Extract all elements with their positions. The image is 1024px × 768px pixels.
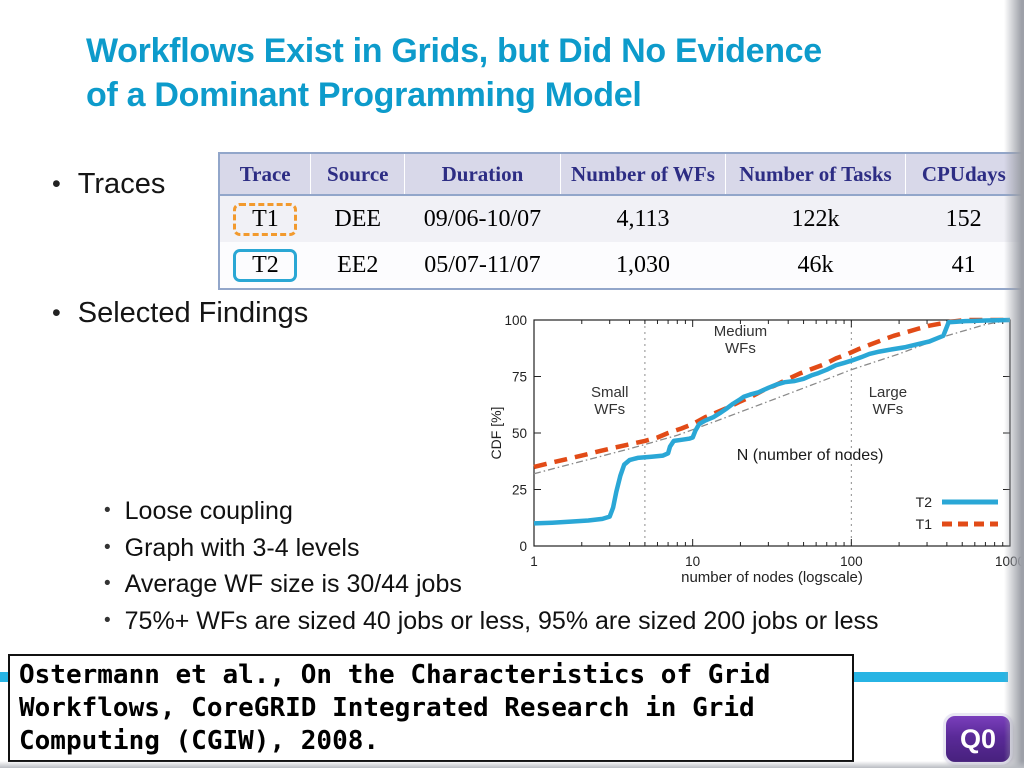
bullet-dot: • xyxy=(104,536,111,558)
table-header-row: Trace Source Duration Number of WFs Numb… xyxy=(219,153,1023,196)
chart-annotation: Small xyxy=(591,384,629,401)
y-tick-label: 50 xyxy=(512,426,527,441)
t2-solid-highlight-box: T2 xyxy=(233,248,298,282)
bullet-dot: • xyxy=(104,500,111,521)
finding-wf-size-distribution: 75%+ WFs are sized 40 jobs or less, 95% … xyxy=(124,606,879,635)
x-tick-label: 10 xyxy=(685,554,700,569)
bullet-dot: • xyxy=(104,609,111,631)
chart-annotation: Large xyxy=(869,384,907,401)
slide-title: Workflows Exist in Grids, but Did No Evi… xyxy=(86,30,1021,117)
list-item: • 75%+ WFs are sized 40 jobs or less, 95%… xyxy=(104,607,879,636)
cell-cpudays-t1: 152 xyxy=(905,195,1023,242)
list-item: • Loose coupling xyxy=(104,497,879,526)
cdf-chart-figure: 11010010000255075100number of nodes (log… xyxy=(486,306,1024,590)
cell-trace-t2: T2 xyxy=(219,242,311,289)
cell-duration-t2: 05/07-11/07 xyxy=(404,242,561,289)
x-axis-label: number of nodes (logscale) xyxy=(681,569,863,586)
series-trend-line xyxy=(533,319,1011,475)
cell-num-wfs-t2: 1,030 xyxy=(560,242,726,289)
cell-num-tasks-t2: 46k xyxy=(725,242,906,289)
traces-table: Trace Source Duration Number of WFs Numb… xyxy=(218,152,1024,290)
finding-avg-wf-size: Average WF size is 30/44 jobs xyxy=(124,570,462,598)
finding-loose-coupling: Loose coupling xyxy=(124,497,293,525)
y-tick-label: 75 xyxy=(512,370,527,385)
citation-box: Ostermann et al., On the Characteristics… xyxy=(8,654,854,762)
cell-source-t1: DEE xyxy=(310,195,405,242)
y-tick-label: 100 xyxy=(504,313,527,328)
chart-annotation: WFs xyxy=(594,401,625,418)
bullet-traces: • Traces xyxy=(52,168,165,201)
chart-annotation: N (number of nodes) xyxy=(737,447,884,464)
series-T2-line xyxy=(533,317,1011,526)
cell-source-t2: EE2 xyxy=(310,242,405,289)
col-header-cpudays: CPUdays xyxy=(905,153,1023,196)
bullet-traces-label: Traces xyxy=(77,168,166,200)
citation-line-3: Computing (CGIW), 2008. xyxy=(19,726,380,756)
title-line-1: Workflows Exist in Grids, but Did No Evi… xyxy=(86,32,822,70)
bullet-dot: • xyxy=(104,573,111,594)
col-header-source: Source xyxy=(310,153,406,196)
y-tick-label: 25 xyxy=(512,483,527,498)
x-tick-label: 100 xyxy=(840,554,863,569)
cell-trace-t1: T1 xyxy=(219,195,311,242)
legend-label-T2: T2 xyxy=(916,494,933,510)
list-item: • Average WF size is 30/44 jobs xyxy=(104,570,879,599)
table-row-t1: T1 DEE 09/06-10/07 4,113 122k 152 xyxy=(219,195,1023,242)
t1-dashed-highlight-box: T1 xyxy=(233,202,298,236)
chart-annotation: WFs xyxy=(725,340,756,357)
cell-num-wfs-t1: 4,113 xyxy=(560,195,726,242)
chart-annotation: WFs xyxy=(872,401,903,418)
citation-line-2: Workflows, CoreGRID Integrated Research … xyxy=(19,693,755,723)
slide-edge-bottom xyxy=(0,761,1024,768)
cell-num-tasks-t1: 122k xyxy=(725,195,906,242)
bullet-dot: • xyxy=(52,299,61,327)
cdf-chart: 11010010000255075100number of nodes (log… xyxy=(488,313,1024,586)
list-item: • Graph with 3-4 levels xyxy=(104,534,879,563)
citation-line-1: Ostermann et al., On the Characteristics… xyxy=(19,660,771,690)
bullet-selected-findings: • Selected Findings xyxy=(52,297,308,330)
slide-badge-q0: Q0 xyxy=(946,716,1010,762)
col-header-num-tasks: Number of Tasks xyxy=(725,153,906,196)
finding-graph-levels: Graph with 3-4 levels xyxy=(124,533,360,562)
bullet-dot: • xyxy=(52,170,61,198)
slide-edge-right xyxy=(1004,0,1024,768)
y-axis-label: CDF [%] xyxy=(488,407,504,460)
legend-label-T1: T1 xyxy=(916,516,933,532)
x-tick-label: 1 xyxy=(530,554,538,569)
findings-sub-bullets: • Loose coupling • Graph with 3-4 levels •… xyxy=(104,497,879,643)
cell-duration-t1: 09/06-10/07 xyxy=(404,195,561,242)
title-line-2: of a Dominant Programming Model xyxy=(86,75,642,114)
table-row-t2: T2 EE2 05/07-11/07 1,030 46k 41 xyxy=(219,242,1023,289)
col-header-trace: Trace xyxy=(219,153,312,196)
col-header-num-wfs: Number of WFs xyxy=(560,153,727,196)
t1-label: T1 xyxy=(252,205,279,232)
cell-cpudays-t2: 41 xyxy=(905,242,1023,289)
bullet-findings-label: Selected Findings xyxy=(77,297,309,329)
col-header-duration: Duration xyxy=(404,153,561,196)
t2-label: T2 xyxy=(252,251,279,278)
y-tick-label: 0 xyxy=(519,539,527,554)
chart-annotation: Medium xyxy=(714,323,767,340)
